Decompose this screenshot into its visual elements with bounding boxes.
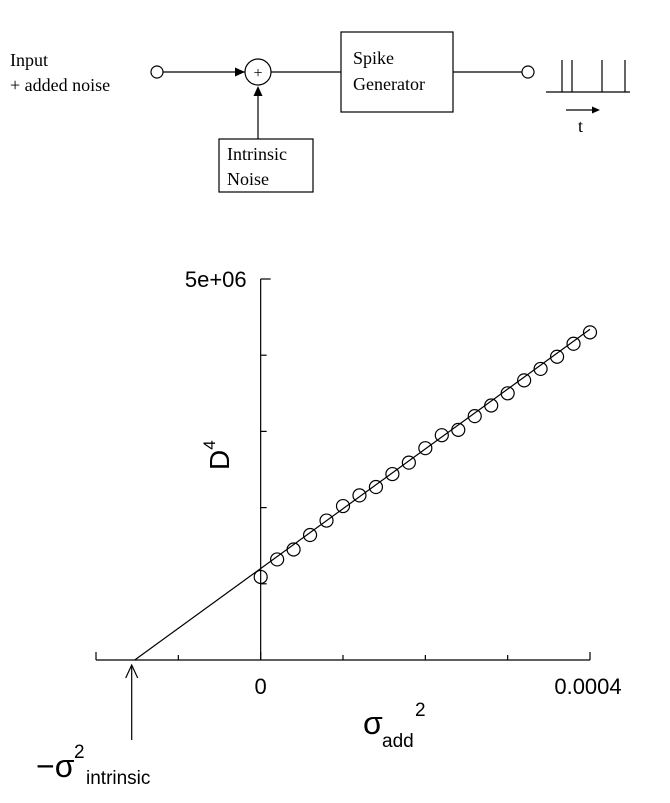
- x-axis-label: σ add 2: [363, 700, 426, 752]
- data-point: [533, 361, 548, 377]
- y-axis-ticks: [260, 278, 271, 585]
- y-tick-label-5e6: 5e+06: [185, 267, 247, 292]
- data-point: [385, 466, 400, 482]
- data-point: [566, 336, 581, 351]
- spike-generator-box: [340, 31, 454, 113]
- generator-label-line2: Generator: [353, 74, 425, 94]
- noise-arrowhead: [253, 86, 263, 96]
- data-point: [253, 569, 268, 585]
- data-point: [286, 542, 301, 557]
- input-label-line1: Input: [10, 50, 48, 70]
- input-terminal: [150, 65, 164, 79]
- intercept-annotation: −σ 2 intrinsic: [36, 663, 150, 789]
- data-point: [401, 455, 416, 470]
- x-tick-label-0: 0: [255, 674, 267, 699]
- data-point: [335, 498, 351, 514]
- output-terminal: [521, 65, 535, 79]
- data-point: [368, 479, 384, 495]
- intercept-label-subscript: intrinsic: [86, 768, 150, 789]
- intercept-arrowhead: [125, 663, 139, 679]
- data-point: [451, 422, 466, 437]
- noise-label-line1: Intrinsic: [227, 144, 287, 164]
- input-label-line2: + added noise: [10, 75, 110, 95]
- intercept-label-superscript: 2: [74, 742, 85, 763]
- data-points: [253, 325, 598, 585]
- data-point: [418, 441, 433, 456]
- time-label: t: [578, 116, 583, 136]
- data-point: [270, 552, 285, 567]
- noise-label-line2: Noise: [227, 169, 269, 189]
- spike-train: [546, 60, 630, 93]
- x-axis-label-superscript: 2: [415, 700, 426, 721]
- y-axis-label: D4: [200, 440, 235, 470]
- time-arrowhead: [592, 106, 600, 114]
- data-point: [434, 428, 449, 443]
- data-point: [517, 373, 532, 388]
- y-axis-label-base: D: [204, 450, 235, 470]
- data-point: [549, 349, 565, 364]
- x-tick-label-0.0004: 0.0004: [554, 674, 621, 699]
- fit-line: [134, 328, 591, 661]
- summing-symbol: +: [253, 65, 262, 82]
- intrinsic-noise-box: [218, 138, 314, 193]
- data-point: [302, 527, 318, 543]
- svg-text:D4: D4: [200, 440, 235, 470]
- block-diagram: Input + added noise + Spike Generator t …: [10, 31, 630, 193]
- data-point: [484, 398, 499, 413]
- data-point: [500, 386, 515, 401]
- d4-vs-added-noise-chart: 5e+06 0 0.0004 D4 σ add 2 −σ 2 intrinsic: [36, 267, 622, 789]
- data-point: [467, 409, 482, 424]
- x-axis-ticks: [95, 652, 591, 660]
- data-point: [582, 325, 598, 340]
- generator-label-line1: Spike: [353, 48, 394, 68]
- input-arrowhead: [235, 67, 245, 77]
- x-axis-label-subscript: add: [382, 731, 414, 752]
- y-axis-label-superscript: 4: [200, 440, 219, 449]
- data-point: [319, 513, 334, 528]
- intercept-label-sigma: −σ: [36, 748, 75, 784]
- x-axis-label-sigma: σ: [363, 705, 383, 741]
- data-point: [352, 488, 367, 503]
